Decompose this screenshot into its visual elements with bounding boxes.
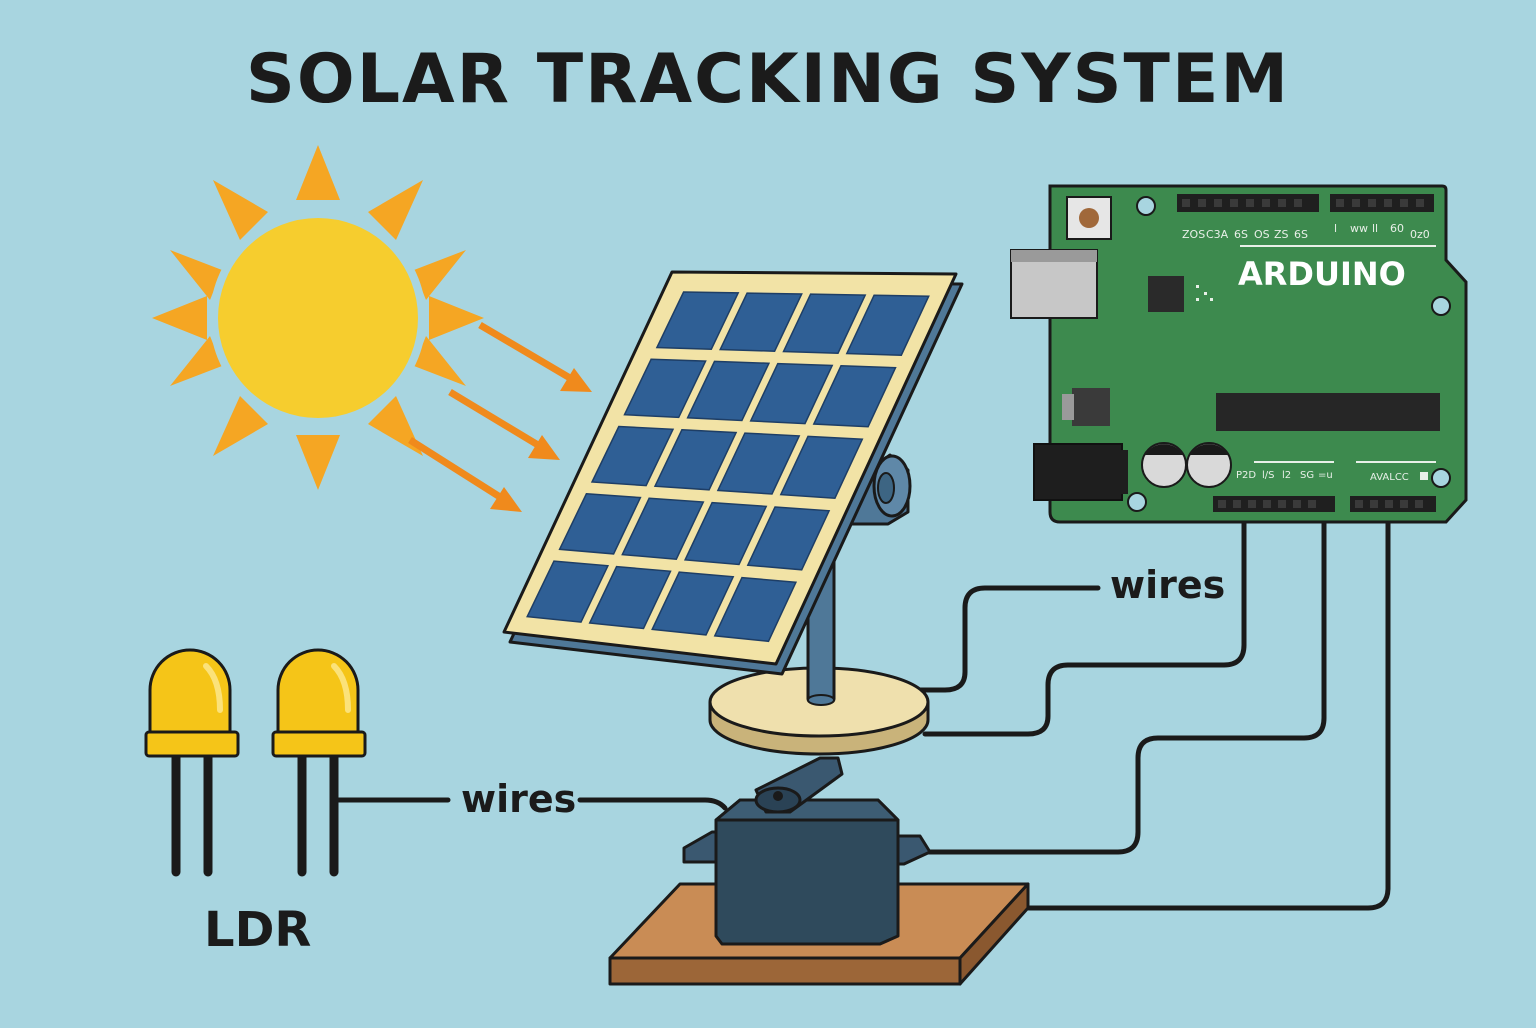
svg-text:l/S: l/S [1262, 470, 1275, 481]
panel-cell [845, 294, 930, 356]
svg-text:l2: l2 [1282, 470, 1291, 481]
svg-text:=u: =u [1318, 470, 1333, 481]
wires-label-bottom: wires [461, 777, 576, 821]
wires [335, 497, 1391, 911]
ldr-sensor-right [271, 648, 367, 877]
svg-text:ll: ll [1372, 222, 1378, 235]
wire-arduino-base [897, 497, 1391, 911]
svg-text:C3A: C3A [1206, 228, 1229, 241]
svg-text:0z0: 0z0 [1410, 228, 1430, 241]
svg-text:ww: ww [1350, 222, 1368, 235]
arduino-board: ZOS C3A 6S OS ZS 6S l ww ll 60 0z0 ARDUINO [1010, 184, 1468, 524]
panel-cell [746, 506, 831, 571]
svg-text:ZOS: ZOS [1182, 228, 1205, 241]
panel-cell [621, 497, 705, 560]
panel-cell [812, 365, 897, 428]
capacitors [1141, 442, 1232, 488]
svg-text:OS: OS [1254, 228, 1270, 241]
ldr-label: LDR [204, 902, 311, 958]
arduino-label: ARDUINO [1238, 255, 1406, 293]
sunlight-arrows [408, 321, 592, 512]
power-header [1213, 496, 1335, 512]
panel-cell [719, 292, 803, 352]
servo-motor [682, 756, 932, 946]
wire-arduino-servo [919, 497, 1327, 855]
panel-cell [683, 501, 768, 566]
svg-text:6S: 6S [1294, 228, 1308, 241]
solar-panel [502, 270, 964, 676]
panel-cell [655, 291, 740, 350]
panel-cell [686, 360, 771, 422]
sun-rays [152, 145, 484, 490]
wire-label-top [917, 585, 1101, 693]
ldr-sensor-left [144, 648, 240, 877]
panel-cell [716, 432, 801, 495]
wire-ldr-servo-2 [577, 797, 728, 811]
panel-cell [779, 435, 864, 499]
svg-text:l: l [1334, 222, 1337, 235]
panel-cell [558, 493, 642, 555]
svg-text:ZS: ZS [1274, 228, 1289, 241]
wire-arduino-turntable [922, 497, 1247, 737]
voltage-regulator [1072, 388, 1110, 426]
panel-cell [623, 358, 707, 419]
panel-cell [713, 576, 798, 643]
sun-icon [152, 145, 484, 490]
microcontroller-chip [1216, 393, 1440, 431]
panel-cell [749, 362, 834, 425]
panel-cell [588, 565, 672, 630]
page-title: SOLAR TRACKING SYSTEM [245, 40, 1291, 119]
analog-header-label: AVALCC [1370, 472, 1409, 483]
svg-text:P2D: P2D [1236, 470, 1256, 481]
power-jack [1033, 443, 1123, 501]
wires-label-top: wires [1110, 563, 1225, 607]
svg-text:6S: 6S [1234, 228, 1248, 241]
svg-text:SG: SG [1300, 470, 1314, 481]
usb-chip [1148, 276, 1184, 312]
panel-cell [651, 571, 735, 636]
panel-cells [526, 291, 930, 643]
panel-cell [590, 425, 675, 487]
digital-header-right [1330, 194, 1434, 212]
svg-text:60: 60 [1390, 222, 1404, 235]
panel-cell [782, 293, 867, 354]
panel-cell [653, 429, 738, 491]
sun-disc [210, 210, 426, 426]
panel-cell [526, 560, 610, 623]
